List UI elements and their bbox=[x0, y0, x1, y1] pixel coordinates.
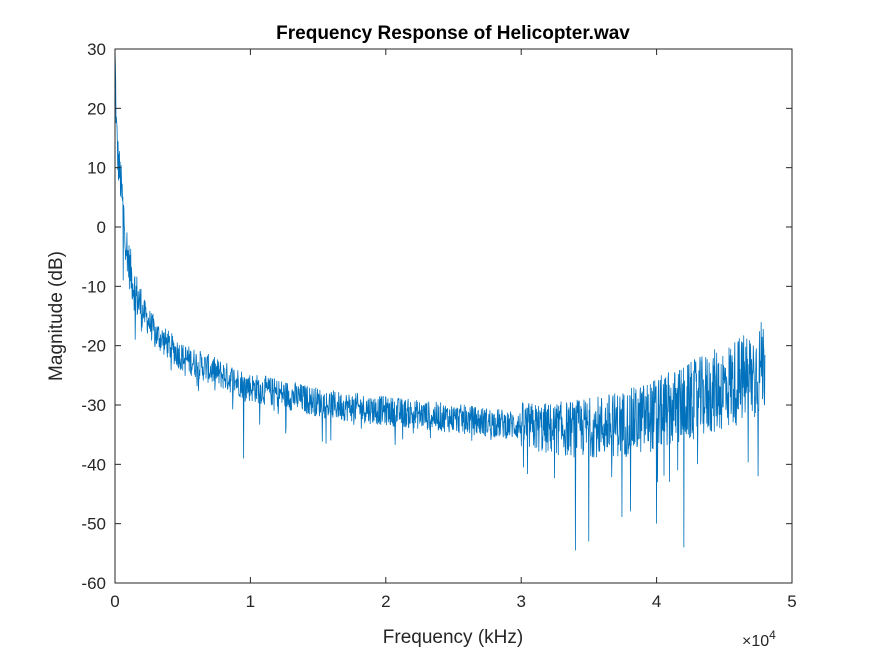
y-tick-label: -30 bbox=[81, 396, 106, 415]
x-tick-label: 5 bbox=[787, 592, 796, 611]
x-tick-label: 0 bbox=[110, 592, 119, 611]
x-tick-label: 1 bbox=[246, 592, 255, 611]
plot-area bbox=[115, 49, 792, 583]
x-tick-label: 2 bbox=[381, 592, 390, 611]
y-tick-label: -60 bbox=[81, 574, 106, 593]
line-layer bbox=[114, 48, 766, 551]
y-tick-label: -10 bbox=[81, 277, 106, 296]
x-exponent-power: 4 bbox=[769, 628, 776, 642]
series-line-magnitude bbox=[114, 48, 766, 551]
y-tick-label: -20 bbox=[81, 337, 106, 356]
y-tick-label: 10 bbox=[87, 159, 106, 178]
y-tick-label: -40 bbox=[81, 455, 106, 474]
x-exponent-label: ×104 bbox=[742, 628, 776, 650]
y-tick-label: 30 bbox=[87, 40, 106, 59]
x-tick-label: 3 bbox=[516, 592, 525, 611]
y-tick-label: 0 bbox=[97, 218, 106, 237]
chart-title: Frequency Response of Helicopter.wav bbox=[276, 23, 630, 44]
x-axis-label: Frequency (kHz) bbox=[383, 627, 523, 648]
axes-box bbox=[114, 48, 793, 584]
y-tick-label: -50 bbox=[81, 515, 106, 534]
x-exponent-base: ×10 bbox=[742, 633, 769, 650]
ticks-layer: 0 1 2 3 4 5 30 20 10 0 -10 -20 -30 -40 -50 -60 bbox=[81, 40, 796, 611]
y-axis-label: Magnitude (dB) bbox=[46, 251, 67, 381]
x-tick-label: 4 bbox=[652, 592, 661, 611]
y-tick-label: 20 bbox=[87, 99, 106, 118]
